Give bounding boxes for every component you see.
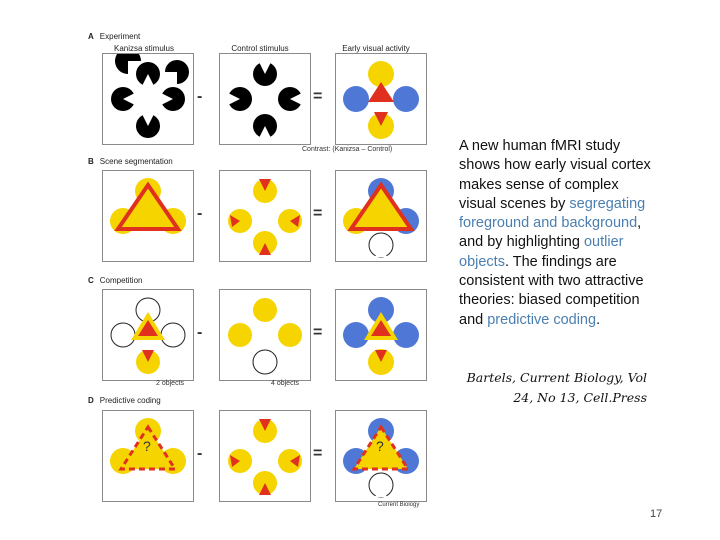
panel-d-kanizsa: ?: [102, 410, 194, 502]
question-mark-d1: ?: [143, 438, 151, 454]
panel-c-activity: [335, 289, 427, 381]
equals-sign-c: =: [313, 324, 323, 341]
section-c-label: C Competition: [88, 276, 143, 285]
equals-sign-a: =: [313, 88, 323, 105]
equals-sign-b: =: [313, 205, 323, 222]
section-a-label: A Experiment: [88, 32, 141, 41]
minus-sign-b: -: [197, 205, 203, 222]
highlight-segregating: segregating foreground and background: [459, 195, 646, 232]
minus-sign-d: -: [197, 445, 203, 462]
section-b-label: B Scene segmentation: [88, 157, 173, 166]
panel-d-activity: ?: [335, 410, 427, 502]
panel-c-kanizsa: [102, 289, 194, 381]
two-objects-label: 2 objects: [156, 380, 185, 387]
contrast-label: Contrast: (Kanizsa – Control): [302, 146, 393, 153]
panel-b-activity: [335, 170, 427, 262]
column-head-kanizsa: Kanizsa stimulus: [113, 44, 175, 53]
panel-a-activity: [335, 53, 427, 145]
panel-b-control: [219, 170, 311, 262]
column-head-control: Control stimulus: [231, 44, 289, 53]
citation: Bartels, Current Biology, Vol 24, No 13,…: [466, 370, 647, 405]
panel-a-kanizsa: [102, 53, 194, 145]
panel-c-control: [219, 289, 311, 381]
panel-a-control: [219, 53, 311, 145]
panel-b-kanizsa: [102, 170, 194, 262]
column-head-activity: Early visual activity: [342, 44, 410, 53]
equals-sign-d: =: [313, 445, 323, 462]
source-label: Current Biology: [378, 502, 420, 508]
question-mark-d2: ?: [376, 438, 384, 454]
kanizsa-figure: A Experiment B Scene segmentation C Competi…: [80, 28, 440, 518]
page-number: 17: [650, 508, 663, 520]
highlight-predictive: predictive coding: [487, 311, 597, 328]
summary-text: A new human fMRI study shows how early v…: [459, 138, 651, 328]
minus-sign-c: -: [197, 324, 203, 341]
section-d-label: D Predictive coding: [88, 396, 161, 405]
four-objects-label: 4 objects: [271, 380, 300, 387]
highlight-outlier: outlier objects: [459, 234, 624, 270]
panel-d-control: [219, 410, 311, 502]
minus-sign-a: -: [197, 88, 203, 105]
